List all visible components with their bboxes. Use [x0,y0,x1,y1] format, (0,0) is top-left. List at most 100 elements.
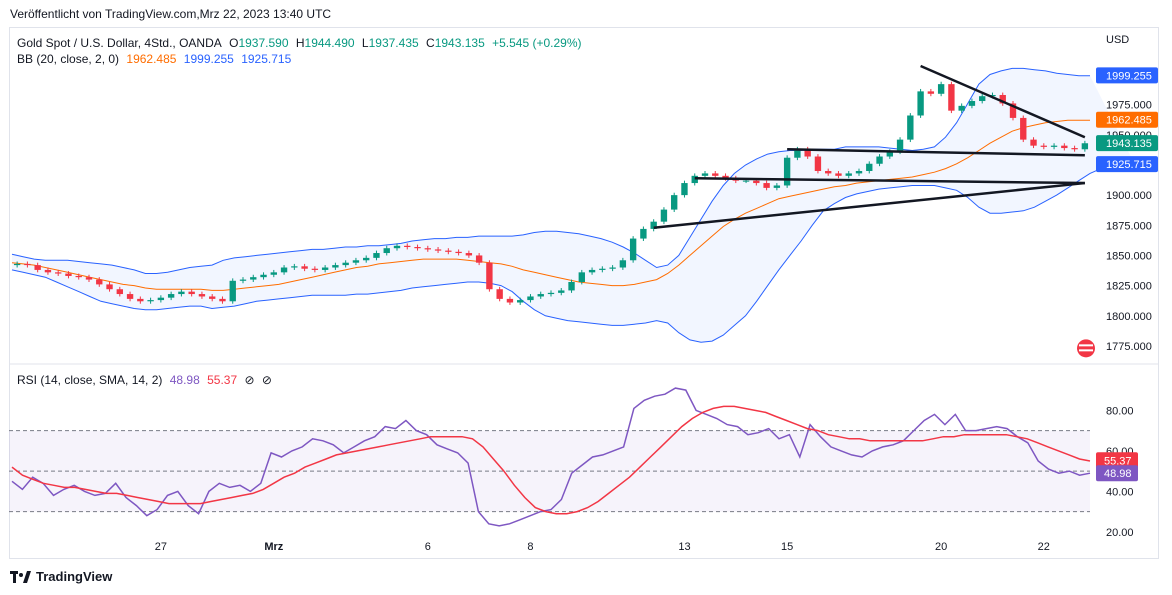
candle [588,267,596,275]
eye-slash-icon[interactable]: ⊘ [244,373,255,387]
candle [475,253,483,266]
candle [1030,137,1037,149]
candle-body [239,279,247,281]
candle-body [568,281,575,291]
candle [866,161,873,174]
candle-body [260,274,267,278]
candle [712,170,719,179]
candle-body [937,84,945,94]
candle [455,249,462,256]
trendline [653,181,1085,229]
candle-body [506,298,514,303]
candle [486,260,493,292]
price-marker: 1999.255 [1096,67,1158,84]
price-marker-label: 1962.485 [1106,115,1152,127]
candle-body [629,238,637,261]
candle [763,180,770,191]
time-tick-label: 27 [155,541,167,553]
candle [527,294,534,303]
price-marker-label: 1999.255 [1106,70,1152,82]
candle-body [958,105,965,111]
candle-body [1020,117,1027,140]
high-value: 1944.490 [304,36,355,50]
candle-body [424,248,431,250]
candle-body [311,268,319,270]
symbol-title: Gold Spot / U.S. Dollar, 4Std., OANDA [17,36,222,50]
candle [927,88,935,97]
price-tick-label: 1800.000 [1106,311,1152,323]
candle [198,291,206,299]
ohlc-low: L1937.435 [362,36,419,50]
candle-body [13,263,21,266]
candle [393,243,401,251]
ohlc-open: O1937.590 [229,36,288,50]
candle [75,273,82,280]
candle [681,180,688,198]
candle [434,247,442,254]
candle-body [855,170,863,174]
candle-body [65,273,72,276]
candle-body [671,195,678,210]
candle [280,265,288,275]
candle [85,274,93,282]
candle [876,154,883,167]
candle [55,269,62,276]
candle [373,250,380,261]
candle-body [126,294,134,299]
candle-body [804,149,811,157]
candle [917,88,924,118]
candle-body [393,245,401,249]
price-marker: 1962.485 [1096,111,1158,128]
bb-mid-value: 1962.485 [126,52,177,66]
rsi-marker-label: 55.37 [1104,455,1132,467]
candle-body [886,151,893,157]
candle [126,291,134,302]
change-value: +5.545 (+0.29%) [492,36,582,50]
candle [239,277,247,284]
candle [907,113,914,143]
candle [640,226,647,241]
candle [209,294,216,302]
candle-body [147,300,154,302]
candle [465,250,473,258]
candle [250,274,257,282]
price-tick-label: 1850.000 [1106,250,1152,262]
candle-body [280,267,288,273]
close-value: 1943.135 [434,36,485,50]
candle-body [578,272,585,282]
candle [948,81,955,114]
footer-brand[interactable]: TradingView [10,569,112,584]
candle-body [475,255,483,263]
candle-body [619,260,627,268]
candle-body [137,298,144,302]
bb-lines [11,67,1135,343]
rsi-sma-value: 55.37 [207,373,238,387]
candle-body [455,251,462,254]
candle-body [188,291,195,295]
price-tick-label: 1825.000 [1106,281,1152,293]
bb-mid-line [11,119,1090,291]
candle [260,272,267,280]
rsi-tick-label: 20.00 [1106,527,1134,539]
candle-body [34,265,41,270]
rsi-marker: 55.37 [1096,452,1138,469]
price-marker-box [1096,156,1158,173]
candle-body [650,221,657,229]
time-tick-label: 15 [781,541,793,553]
time-tick-label: 20 [935,541,947,553]
candle-body [44,269,52,273]
candle-body [167,294,175,298]
candle-body [722,175,729,179]
candle [1020,115,1027,143]
candle-body [486,262,493,290]
time-tick-label: 8 [527,541,533,553]
candle [270,269,277,278]
price-tick-label: 1775.000 [1106,341,1152,353]
candle-body [24,263,31,266]
candle-body [198,294,206,297]
open-value: 1937.590 [238,36,289,50]
candle-body [794,149,801,158]
eye-slash-icon[interactable]: ⊘ [261,373,272,387]
